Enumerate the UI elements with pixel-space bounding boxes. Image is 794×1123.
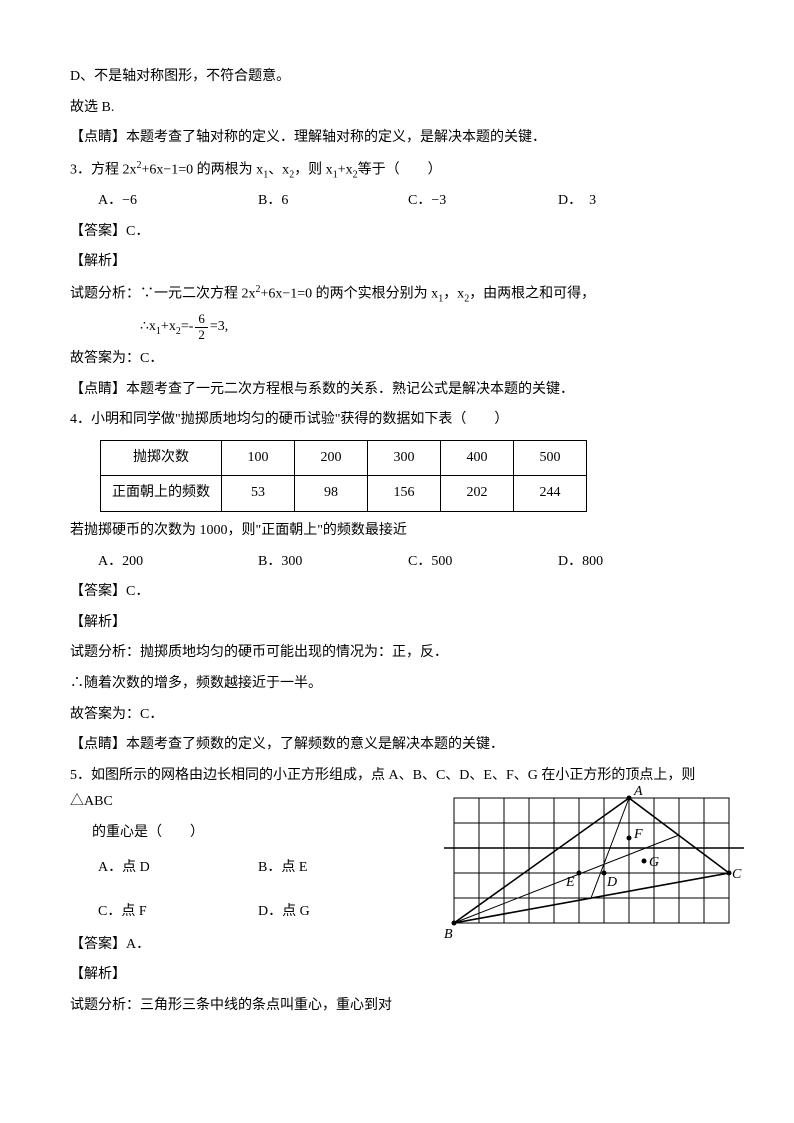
table-cell: 202 (441, 476, 514, 512)
line-d: D、不是轴对称图形，不符合题意。 (70, 64, 724, 91)
fraction: 62 (195, 312, 208, 342)
table-cell: 500 (514, 440, 587, 476)
table-cell: 156 (368, 476, 441, 512)
q3-text: 、x (268, 162, 289, 177)
analysis-3-line3: 故答案为：C． (70, 346, 724, 373)
analysis-3-line2: ∴x1+x2=-62=3, (70, 312, 724, 342)
q3-stem: 3．方程 2x2+6x−1=0 的两根为 x1、x2，则 x1+x2等于（ ） (70, 156, 724, 184)
q5-opt-d: D．点 G (258, 899, 408, 926)
answer-3: 【答案】C． (70, 219, 724, 246)
dianjing-4: 【点睛】本题考查了频数的定义，了解频数的意义是解决本题的关键． (70, 732, 724, 759)
q5-opt-c: C．点 F (98, 899, 258, 926)
table-row: 正面朝上的频数 53 98 156 202 244 (101, 476, 587, 512)
label-D: D (606, 875, 617, 890)
analysis-4-line1: 试题分析：抛掷质地均匀的硬币可能出现的情况为：正，反． (70, 640, 724, 667)
jiexi-4: 【解析】 (70, 610, 724, 637)
q3-opt-c: C．−3 (408, 188, 558, 215)
analysis-4-line3: 故答案为：C． (70, 702, 724, 729)
q4-table: 抛掷次数 100 200 300 400 500 正面朝上的频数 53 98 1… (100, 440, 587, 512)
q4-opt-a: A．200 (98, 549, 258, 576)
line-select: 故选 B. (70, 95, 724, 122)
q3-opt-b: B．6 (258, 188, 408, 215)
q4-stem: 4．小明和同学做"抛掷质地均匀的硬币试验"获得的数据如下表（ ） (70, 407, 724, 434)
answer-4: 【答案】C． (70, 579, 724, 606)
text: +x (161, 319, 176, 334)
table-cell: 正面朝上的频数 (101, 476, 222, 512)
denominator: 2 (195, 328, 208, 342)
table-cell: 53 (222, 476, 295, 512)
text: =3, (210, 319, 228, 334)
table-row: 抛掷次数 100 200 300 400 500 (101, 440, 587, 476)
table-cell: 100 (222, 440, 295, 476)
label-E: E (565, 875, 575, 890)
label-F: F (633, 827, 643, 842)
analysis-3-line1: 试题分析：∵一元二次方程 2x2+6x−1=0 的两个实根分别为 x1，x2，由… (70, 280, 724, 308)
label-B: B (444, 927, 453, 942)
text: +6x−1=0 的两个实根分别为 x (261, 287, 439, 302)
table-cell: 400 (441, 440, 514, 476)
q3-text: 3．方程 2x (70, 162, 137, 177)
q4-options: A．200 B．300 C．500 D．800 (70, 549, 724, 576)
text: 试题分析：∵一元二次方程 2x (70, 287, 256, 302)
q5-grid-figure: A B C D E F G (444, 783, 744, 943)
text: ，x (443, 287, 464, 302)
q3-text: +x (338, 162, 353, 177)
dianjing-3: 【点睛】本题考查了一元二次方程根与系数的关系．熟记公式是解决本题的关键． (70, 377, 724, 404)
q4-opt-c: C．500 (408, 549, 558, 576)
label-A: A (633, 784, 643, 799)
table-cell: 抛掷次数 (101, 440, 222, 476)
label-G: G (649, 855, 659, 870)
q4-opt-d: D．800 (558, 549, 678, 576)
table-cell: 300 (368, 440, 441, 476)
q3-options: A．−6 B．6 C．−3 D． 3 (70, 188, 724, 215)
table-cell: 98 (295, 476, 368, 512)
q3-opt-a: A．−6 (98, 188, 258, 215)
q5-block: 5．如图所示的网格由边长相同的小正方形组成，点 A、B、C、D、E、F、G 在小… (70, 763, 724, 1020)
analysis-5-line1: 试题分析：三角形三条中线的条点叫重心，重心到对 (70, 993, 724, 1020)
label-C: C (732, 867, 742, 882)
q5-opt-a: A．点 D (98, 855, 258, 882)
text: =- (181, 319, 194, 334)
text: ，由两根之和可得， (469, 287, 595, 302)
text: ∴x (140, 319, 156, 334)
table-cell: 244 (514, 476, 587, 512)
q3-text: ，则 x (294, 162, 333, 177)
dianjing-2: 【点睛】本题考查了轴对称的定义．理解轴对称的定义，是解决本题的关键． (70, 125, 724, 152)
q3-text: 等于（ ） (358, 162, 442, 177)
q5-opt-b: B．点 E (258, 855, 408, 882)
q3-opt-d: D． 3 (558, 188, 678, 215)
q3-text: +6x−1=0 的两根为 x (142, 162, 264, 177)
q4-after: 若抛掷硬币的次数为 1000，则"正面朝上"的频数最接近 (70, 518, 724, 545)
numerator: 6 (195, 312, 208, 327)
q4-opt-b: B．300 (258, 549, 408, 576)
jiexi-5: 【解析】 (70, 962, 724, 989)
table-cell: 200 (295, 440, 368, 476)
jiexi-3: 【解析】 (70, 249, 724, 276)
analysis-4-line2: ∴随着次数的增多，频数越接近于一半。 (70, 671, 724, 698)
